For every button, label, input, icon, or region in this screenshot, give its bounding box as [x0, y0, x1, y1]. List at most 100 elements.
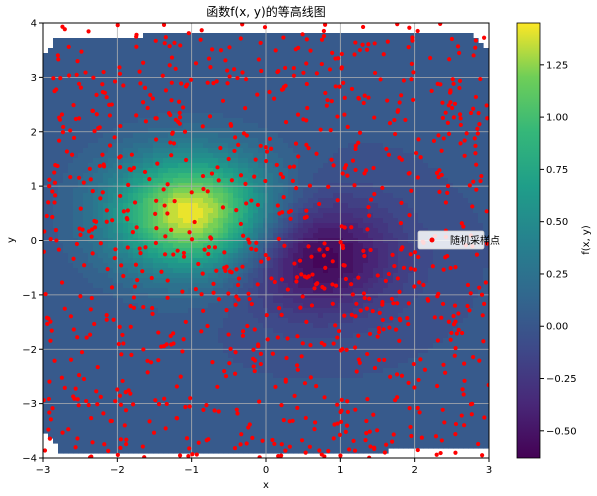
contour-cell [253, 213, 259, 219]
contour-cell [43, 333, 49, 339]
contour-cell [273, 193, 279, 199]
contour-cell [173, 373, 179, 379]
contour-cell [223, 343, 229, 349]
contour-cell [148, 378, 154, 384]
contour-cell [298, 373, 304, 379]
contour-cell [123, 303, 129, 309]
contour-cell [148, 288, 154, 294]
contour-cell [48, 248, 54, 254]
contour-cell [88, 433, 94, 439]
contour-cell [118, 413, 124, 419]
contour-cell [243, 233, 249, 239]
contour-cell [103, 258, 109, 264]
contour-cell [73, 128, 79, 134]
contour-cell [128, 48, 134, 54]
contour-cell [198, 138, 204, 144]
contour-cell [333, 133, 339, 139]
contour-cell [78, 58, 84, 64]
contour-cell [298, 78, 304, 84]
contour-cell [63, 448, 69, 454]
contour-cell [293, 348, 299, 354]
contour-cell [93, 338, 99, 344]
contour-cell [278, 223, 284, 229]
contour-cell [148, 363, 154, 369]
contour-cell [128, 348, 134, 354]
contour-cell [233, 33, 239, 39]
contour-cell [133, 118, 139, 124]
contour-cell [138, 103, 144, 109]
contour-cell [113, 403, 119, 409]
contour-cell [163, 108, 169, 114]
contour-cell [328, 318, 334, 324]
contour-cell [58, 123, 64, 129]
contour-cell [78, 188, 84, 194]
contour-cell [168, 388, 174, 394]
contour-cell [333, 153, 339, 159]
contour-cell [288, 108, 294, 114]
contour-cell [178, 408, 184, 414]
contour-cell [293, 233, 299, 239]
contour-cell [63, 203, 69, 209]
contour-cell [178, 118, 184, 124]
contour-cell [73, 433, 79, 439]
contour-cell [53, 188, 59, 194]
contour-cell [173, 93, 179, 99]
contour-cell [68, 58, 74, 64]
contour-cell [288, 308, 294, 314]
contour-cell [333, 348, 339, 354]
contour-cell [98, 143, 104, 149]
contour-cell [193, 198, 199, 204]
contour-cell [43, 103, 49, 109]
contour-cell [233, 218, 239, 224]
contour-cell [103, 428, 109, 434]
contour-cell [88, 268, 94, 274]
contour-cell [88, 413, 94, 419]
contour-cell [133, 153, 139, 159]
contour-cell [193, 203, 199, 209]
contour-cell [128, 58, 134, 64]
contour-cell [198, 373, 204, 379]
contour-cell [108, 318, 114, 324]
contour-cell [213, 198, 219, 204]
contour-cell [158, 78, 164, 84]
contour-cell [318, 323, 324, 329]
contour-cell [83, 258, 89, 264]
contour-cell [313, 353, 319, 359]
contour-cell [118, 268, 124, 274]
contour-cell [153, 83, 159, 89]
contour-cell [73, 133, 79, 139]
contour-cell [158, 293, 164, 299]
contour-cell [328, 313, 334, 319]
contour-cell [103, 398, 109, 404]
contour-cell [298, 93, 304, 99]
contour-cell [258, 98, 264, 104]
contour-cell [203, 283, 209, 289]
contour-cell [203, 143, 209, 149]
contour-cell [333, 448, 339, 454]
contour-cell [338, 148, 344, 154]
contour-cell [168, 443, 174, 449]
contour-cell [333, 293, 339, 299]
contour-cell [78, 268, 84, 274]
contour-cell [333, 243, 339, 249]
contour-cell [83, 43, 89, 49]
contour-cell [158, 338, 164, 344]
contour-cell [88, 363, 94, 369]
contour-cell [258, 413, 264, 419]
contour-cell [43, 343, 49, 349]
contour-cell [103, 278, 109, 284]
contour-cell [218, 413, 224, 419]
contour-cell [103, 353, 109, 359]
contour-cell [78, 288, 84, 294]
contour-cell [288, 153, 294, 159]
contour-cell [68, 168, 74, 174]
contour-cell [278, 38, 284, 44]
contour-cell [93, 53, 99, 59]
contour-cell [268, 143, 274, 149]
contour-cell [98, 133, 104, 139]
contour-cell [283, 88, 289, 94]
contour-cell [238, 158, 244, 164]
contour-cell [338, 343, 344, 349]
contour-cell [48, 403, 54, 409]
contour-cell [193, 93, 199, 99]
